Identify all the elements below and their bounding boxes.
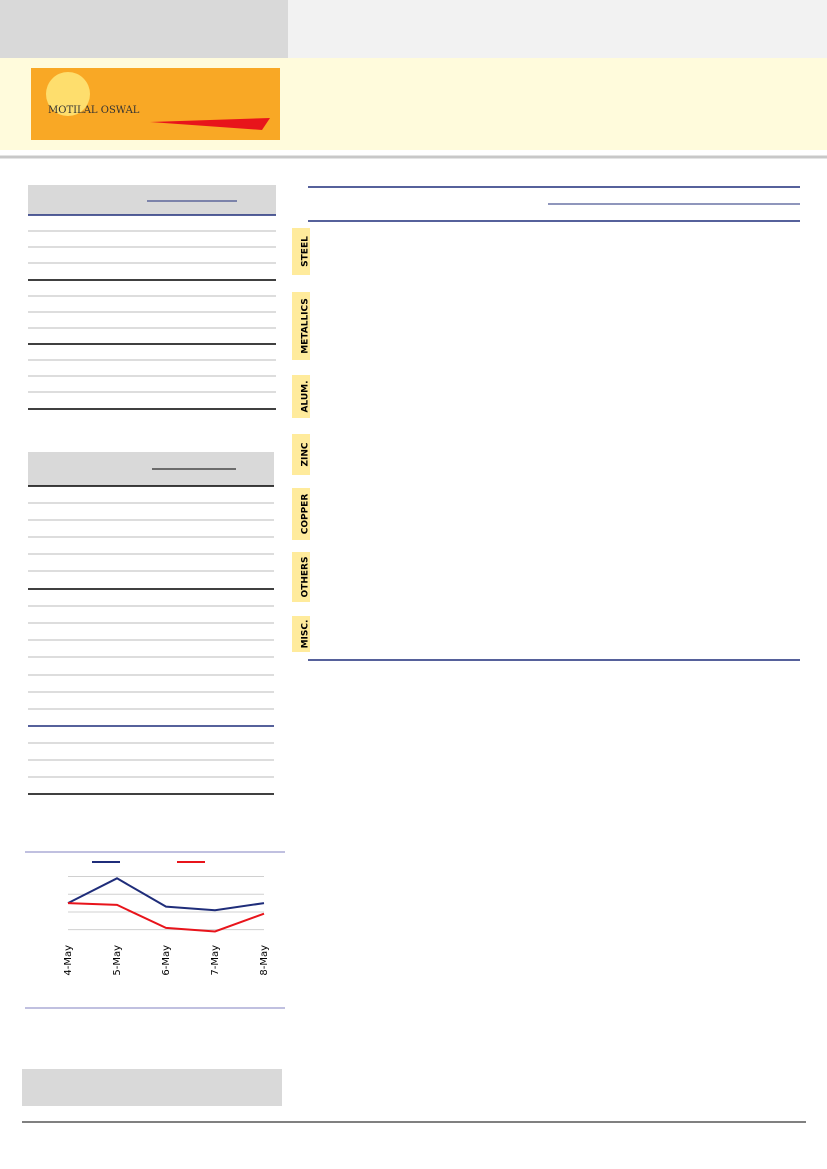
top-band-left [0,0,288,58]
sector-label: ZINC [301,442,311,466]
logo-sun [46,72,90,116]
sector-tag [292,292,310,360]
x-tick-label: 7-May [210,945,221,976]
series-line [67,877,265,912]
sector-tag [292,375,310,418]
top-band-right [288,0,827,58]
sector-label: STEEL [301,236,311,267]
sector-label: MISC. [301,620,311,649]
x-tick-label: 4-May [63,945,74,976]
sector-tag [292,228,310,275]
table1-header [28,185,276,215]
footer-box [22,1069,282,1106]
sector-label: COPPER [301,494,311,535]
logo-text: MOTILAL OSWAL [48,105,140,116]
sector-tag [292,616,310,652]
x-tick-label: 5-May [112,945,123,976]
series-line [67,902,265,933]
sector-label: OTHERS [301,557,311,598]
sector-tag [292,434,310,475]
table2-header [28,452,274,486]
sector-label: METALLICS [301,298,311,354]
logo-swoosh [150,118,270,130]
x-tick-label: 6-May [161,945,172,976]
sector-tag [292,488,310,540]
sector-tag [292,552,310,602]
x-tick-label: 8-May [259,945,270,976]
sector-label: ALUM. [301,380,311,412]
